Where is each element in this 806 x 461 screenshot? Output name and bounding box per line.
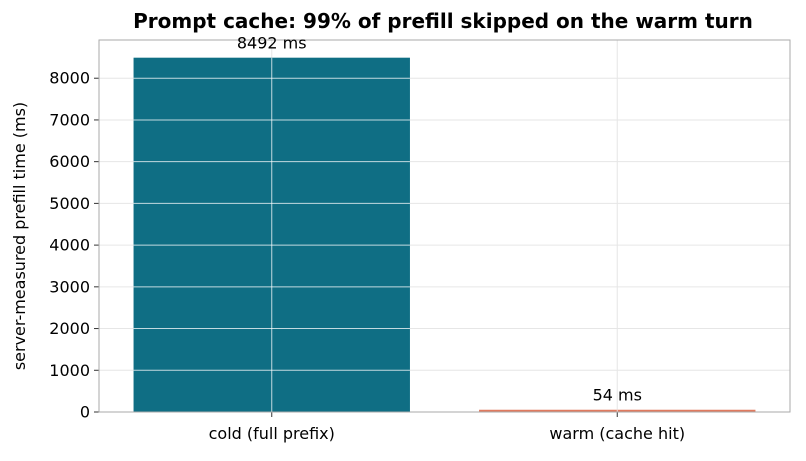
y-axis-label: server-measured prefill time (ms) — [10, 102, 29, 370]
bar-layer — [133, 57, 756, 413]
x-tick-label: cold (full prefix) — [209, 424, 335, 443]
data-label: 54 ms — [593, 386, 642, 405]
y-tick-label: 6000 — [49, 152, 90, 171]
vgrid-layer — [133, 57, 618, 412]
y-tick-label: 2000 — [49, 319, 90, 338]
data-label: 8492 ms — [237, 34, 307, 53]
y-tick-label: 8000 — [49, 69, 90, 88]
axis-layer: 0 1000 2000 3000 4000 5000 6000 7000 8000 cold (f… — [49, 39, 791, 443]
x-tick-label: warm (cache hit) — [549, 424, 685, 443]
y-tick-label: 0 — [80, 403, 90, 422]
y-tick-label: 7000 — [49, 110, 90, 129]
y-tick-label: 5000 — [49, 194, 90, 213]
y-tick-label: 1000 — [49, 361, 90, 380]
chart-title: Prompt cache: 99% of prefill skipped on … — [133, 9, 753, 33]
y-tick-label: 3000 — [49, 277, 90, 296]
label-layer: 8492 ms 54 ms — [237, 34, 642, 405]
y-tick-label: 4000 — [49, 236, 90, 255]
plot-frame — [98, 39, 791, 413]
